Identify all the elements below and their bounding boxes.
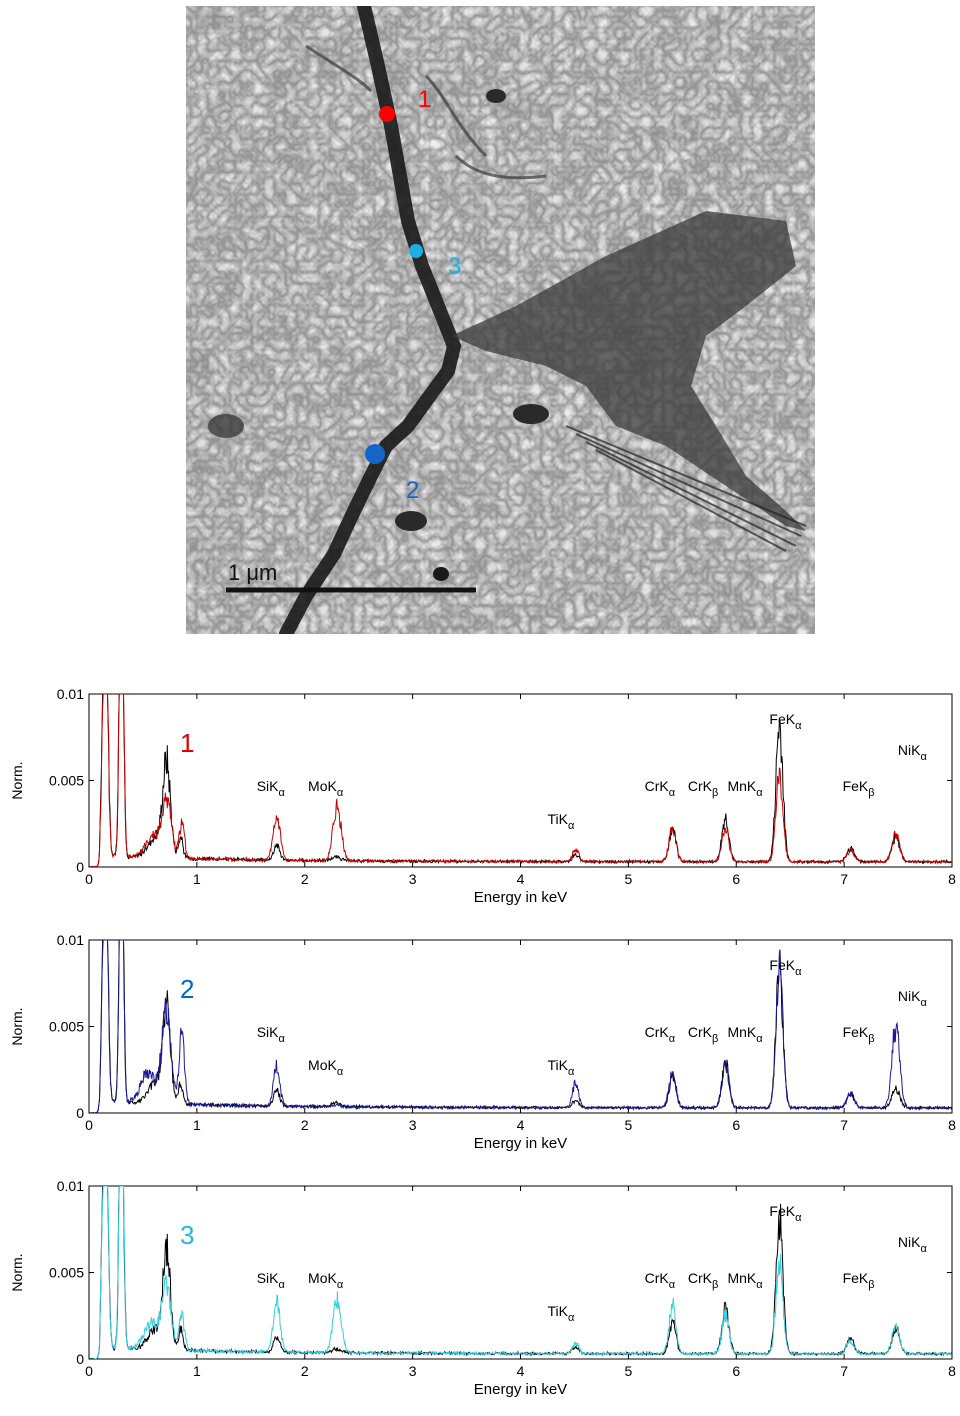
x-tick-label: 6 bbox=[732, 1117, 740, 1133]
eds-spectrum-3: 0 1 2 3 4 5 6 7 8 0 0.005 0.01 Energy in keV Norm. 3 Si… bbox=[9, 1178, 956, 1398]
marker-point-3 bbox=[409, 244, 423, 258]
y-axis-label: Norm. bbox=[9, 761, 25, 799]
marker-label-3: 3 bbox=[448, 253, 461, 280]
peak-label: MnKα bbox=[727, 1270, 763, 1291]
peak-label: MoKα bbox=[308, 1057, 344, 1078]
spectrum-line-point bbox=[89, 694, 952, 867]
x-axis-label: Energy in keV bbox=[474, 1135, 567, 1152]
x-tick-label: 3 bbox=[409, 1363, 417, 1379]
peak-label: CrKα bbox=[645, 1024, 676, 1045]
peak-label: MnKα bbox=[727, 778, 763, 799]
x-tick-label: 5 bbox=[624, 1117, 632, 1133]
x-tick-label: 4 bbox=[517, 871, 525, 887]
x-tick-label: 0 bbox=[85, 871, 93, 887]
spectrum-line-point bbox=[89, 1186, 952, 1359]
y-axis-label: Norm. bbox=[9, 1253, 25, 1291]
x-tick-label: 2 bbox=[301, 871, 309, 887]
x-tick-label: 7 bbox=[840, 1117, 848, 1133]
y-tick-label: 0.01 bbox=[57, 932, 84, 948]
x-tick-label: 1 bbox=[193, 1117, 201, 1133]
plot-frame bbox=[88, 939, 953, 1114]
y-tick-label: 0 bbox=[76, 1105, 84, 1121]
x-tick-label: 0 bbox=[85, 1363, 93, 1379]
marker-label-1: 1 bbox=[418, 86, 431, 113]
y-tick-label: 0.005 bbox=[49, 1265, 84, 1281]
x-tick-label: 6 bbox=[732, 1363, 740, 1379]
peak-label: CrKβ bbox=[688, 778, 718, 799]
x-axis-label: Energy in keV bbox=[474, 889, 567, 906]
precipitate bbox=[513, 404, 549, 424]
x-tick-label: 3 bbox=[409, 871, 417, 887]
x-tick-label: 7 bbox=[840, 871, 848, 887]
eds-spectrum-1: 0 1 2 3 4 5 6 7 8 0 0.005 0.01 Energy in keV Norm. 1 Si… bbox=[9, 686, 956, 906]
peak-label: FeKα bbox=[769, 711, 802, 732]
x-tick-label: 8 bbox=[948, 871, 956, 887]
peak-label: FeKα bbox=[769, 957, 802, 978]
peak-label: NiKα bbox=[898, 742, 928, 763]
x-tick-label: 2 bbox=[301, 1117, 309, 1133]
x-tick-label: 5 bbox=[624, 1363, 632, 1379]
precipitate bbox=[486, 89, 506, 103]
x-tick-label: 4 bbox=[517, 1117, 525, 1133]
dislocation-lines bbox=[565, 425, 807, 552]
y-tick-label: 0.01 bbox=[57, 1178, 84, 1194]
peak-label: FeKα bbox=[769, 1203, 802, 1224]
peak-label: TiKα bbox=[548, 1057, 575, 1078]
precipitate bbox=[433, 567, 449, 581]
y-tick-label: 0.005 bbox=[49, 1019, 84, 1035]
y-axis-label: Norm. bbox=[9, 1007, 25, 1045]
y-tick-label: 0.005 bbox=[49, 773, 84, 789]
eds-spectrum-2: 0 1 2 3 4 5 6 7 8 0 0.005 0.01 Energy in keV Norm. 2 Si… bbox=[9, 932, 956, 1152]
peak-label: NiKα bbox=[898, 1234, 928, 1255]
peak-label: MoKα bbox=[308, 1270, 344, 1291]
x-tick-label: 3 bbox=[409, 1117, 417, 1133]
peak-label: NiKα bbox=[898, 988, 928, 1009]
precipitate bbox=[395, 511, 427, 531]
x-tick-label: 2 bbox=[301, 1363, 309, 1379]
peak-label: MoKα bbox=[308, 778, 344, 799]
x-tick-label: 1 bbox=[193, 1363, 201, 1379]
tem-micrograph: 1 3 2 1 μm bbox=[186, 6, 815, 634]
x-tick-label: 0 bbox=[85, 1117, 93, 1133]
marker-point-2 bbox=[365, 444, 385, 464]
x-tick-label: 5 bbox=[624, 871, 632, 887]
y-tick-label: 0.01 bbox=[57, 686, 84, 702]
peak-label: MnKα bbox=[727, 1024, 763, 1045]
peak-label: CrKα bbox=[645, 1270, 676, 1291]
plot-frame bbox=[88, 1185, 953, 1360]
marker-point-1 bbox=[379, 106, 395, 122]
panel-label: 3 bbox=[180, 1220, 194, 1250]
peak-label: SiKα bbox=[257, 1024, 286, 1045]
y-tick-label: 0 bbox=[76, 1351, 84, 1367]
x-tick-label: 8 bbox=[948, 1117, 956, 1133]
precipitate bbox=[208, 414, 244, 438]
peak-label: CrKα bbox=[645, 778, 676, 799]
grain-boundary bbox=[279, 6, 462, 634]
panel-label: 1 bbox=[180, 728, 194, 758]
peak-label: CrKβ bbox=[688, 1270, 718, 1291]
plot-frame bbox=[88, 693, 953, 868]
peak-label: SiKα bbox=[257, 778, 286, 799]
scale-bar-label: 1 μm bbox=[228, 560, 277, 585]
x-tick-label: 1 bbox=[193, 871, 201, 887]
x-tick-label: 6 bbox=[732, 871, 740, 887]
dislocation-region bbox=[451, 211, 806, 531]
peak-label: FeKβ bbox=[843, 1024, 875, 1045]
x-axis-label: Energy in keV bbox=[474, 1381, 567, 1398]
x-tick-label: 7 bbox=[840, 1363, 848, 1379]
grain-boundary-thin bbox=[305, 44, 547, 180]
peak-label: TiKα bbox=[548, 811, 575, 832]
y-tick-label: 0 bbox=[76, 859, 84, 875]
peak-label: FeKβ bbox=[843, 778, 875, 799]
peak-label: FeKβ bbox=[843, 1270, 875, 1291]
peak-label: TiKα bbox=[548, 1303, 575, 1324]
peak-label: CrKβ bbox=[688, 1024, 718, 1045]
x-tick-label: 8 bbox=[948, 1363, 956, 1379]
peak-label: SiKα bbox=[257, 1270, 286, 1291]
panel-label: 2 bbox=[180, 974, 194, 1004]
marker-label-2: 2 bbox=[406, 477, 419, 504]
x-tick-label: 4 bbox=[517, 1363, 525, 1379]
